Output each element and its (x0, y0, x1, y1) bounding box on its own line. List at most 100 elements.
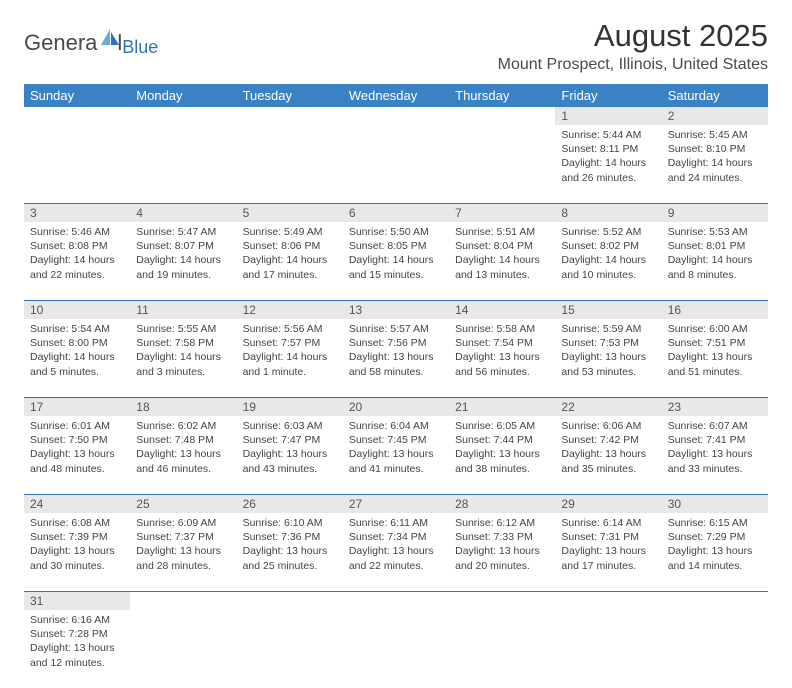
day-header: Saturday (662, 84, 768, 107)
day-content: Sunrise: 5:52 AMSunset: 8:02 PMDaylight:… (555, 222, 661, 288)
week-content-row: Sunrise: 6:16 AMSunset: 7:28 PMDaylight:… (24, 610, 768, 688)
day-number (237, 591, 343, 610)
day-number-cell (237, 591, 343, 610)
day-content-cell: Sunrise: 5:58 AMSunset: 7:54 PMDaylight:… (449, 319, 555, 397)
day-content: Sunrise: 5:58 AMSunset: 7:54 PMDaylight:… (449, 319, 555, 385)
logo-text-blue: Blue (122, 37, 158, 58)
day-content-cell: Sunrise: 5:45 AMSunset: 8:10 PMDaylight:… (662, 125, 768, 203)
day-content: Sunrise: 6:06 AMSunset: 7:42 PMDaylight:… (555, 416, 661, 482)
day-number: 5 (237, 203, 343, 222)
day-content: Sunrise: 6:10 AMSunset: 7:36 PMDaylight:… (237, 513, 343, 579)
day-number: 29 (555, 494, 661, 513)
day-header: Wednesday (343, 84, 449, 107)
day-content-cell: Sunrise: 6:01 AMSunset: 7:50 PMDaylight:… (24, 416, 130, 494)
day-number-cell (237, 107, 343, 125)
day-number: 7 (449, 203, 555, 222)
day-content: Sunrise: 5:45 AMSunset: 8:10 PMDaylight:… (662, 125, 768, 191)
day-number: 25 (130, 494, 236, 513)
day-content-cell: Sunrise: 5:50 AMSunset: 8:05 PMDaylight:… (343, 222, 449, 300)
day-number-cell: 11 (130, 300, 236, 319)
day-header: Sunday (24, 84, 130, 107)
day-content-cell (130, 125, 236, 203)
day-number-cell: 21 (449, 397, 555, 416)
day-content-cell: Sunrise: 6:09 AMSunset: 7:37 PMDaylight:… (130, 513, 236, 591)
day-number-cell (555, 591, 661, 610)
day-content-cell: Sunrise: 5:56 AMSunset: 7:57 PMDaylight:… (237, 319, 343, 397)
day-number-cell (449, 107, 555, 125)
week-content-row: Sunrise: 6:01 AMSunset: 7:50 PMDaylight:… (24, 416, 768, 494)
day-content: Sunrise: 6:01 AMSunset: 7:50 PMDaylight:… (24, 416, 130, 482)
day-content: Sunrise: 6:04 AMSunset: 7:45 PMDaylight:… (343, 416, 449, 482)
day-content-cell: Sunrise: 6:06 AMSunset: 7:42 PMDaylight:… (555, 416, 661, 494)
day-content: Sunrise: 5:51 AMSunset: 8:04 PMDaylight:… (449, 222, 555, 288)
day-content: Sunrise: 5:50 AMSunset: 8:05 PMDaylight:… (343, 222, 449, 288)
day-number: 18 (130, 397, 236, 416)
day-number-cell: 5 (237, 203, 343, 222)
day-content-cell: Sunrise: 6:03 AMSunset: 7:47 PMDaylight:… (237, 416, 343, 494)
day-number: 23 (662, 397, 768, 416)
day-content: Sunrise: 5:56 AMSunset: 7:57 PMDaylight:… (237, 319, 343, 385)
day-number-cell (343, 591, 449, 610)
day-content: Sunrise: 5:57 AMSunset: 7:56 PMDaylight:… (343, 319, 449, 385)
calendar-table: Sunday Monday Tuesday Wednesday Thursday… (24, 84, 768, 688)
day-number-cell: 3 (24, 203, 130, 222)
day-number-cell (449, 591, 555, 610)
day-header-row: Sunday Monday Tuesday Wednesday Thursday… (24, 84, 768, 107)
day-number: 21 (449, 397, 555, 416)
day-content-cell: Sunrise: 6:11 AMSunset: 7:34 PMDaylight:… (343, 513, 449, 591)
day-number-cell (130, 107, 236, 125)
day-content-cell: Sunrise: 6:00 AMSunset: 7:51 PMDaylight:… (662, 319, 768, 397)
day-content: Sunrise: 6:09 AMSunset: 7:37 PMDaylight:… (130, 513, 236, 579)
day-number-cell: 6 (343, 203, 449, 222)
day-number-cell: 1 (555, 107, 661, 125)
week-daynum-row: 12 (24, 107, 768, 125)
day-content-cell: Sunrise: 6:04 AMSunset: 7:45 PMDaylight:… (343, 416, 449, 494)
day-number: 2 (662, 107, 768, 125)
day-number: 10 (24, 300, 130, 319)
day-number: 19 (237, 397, 343, 416)
week-content-row: Sunrise: 5:46 AMSunset: 8:08 PMDaylight:… (24, 222, 768, 300)
day-number-cell: 20 (343, 397, 449, 416)
day-number-cell: 2 (662, 107, 768, 125)
day-number-cell: 7 (449, 203, 555, 222)
day-number-cell: 13 (343, 300, 449, 319)
day-content-cell (237, 125, 343, 203)
day-content: Sunrise: 6:07 AMSunset: 7:41 PMDaylight:… (662, 416, 768, 482)
day-content-cell: Sunrise: 6:16 AMSunset: 7:28 PMDaylight:… (24, 610, 130, 688)
week-daynum-row: 3456789 (24, 203, 768, 222)
day-content-cell (449, 610, 555, 688)
day-content-cell (130, 610, 236, 688)
day-content: Sunrise: 5:55 AMSunset: 7:58 PMDaylight:… (130, 319, 236, 385)
day-number: 20 (343, 397, 449, 416)
day-content-cell: Sunrise: 5:54 AMSunset: 8:00 PMDaylight:… (24, 319, 130, 397)
day-content-cell: Sunrise: 6:05 AMSunset: 7:44 PMDaylight:… (449, 416, 555, 494)
day-content-cell (449, 125, 555, 203)
day-number: 3 (24, 203, 130, 222)
day-number: 30 (662, 494, 768, 513)
week-daynum-row: 24252627282930 (24, 494, 768, 513)
day-content-cell: Sunrise: 6:10 AMSunset: 7:36 PMDaylight:… (237, 513, 343, 591)
day-content-cell: Sunrise: 6:14 AMSunset: 7:31 PMDaylight:… (555, 513, 661, 591)
day-content: Sunrise: 5:49 AMSunset: 8:06 PMDaylight:… (237, 222, 343, 288)
day-number: 13 (343, 300, 449, 319)
day-number-cell: 17 (24, 397, 130, 416)
day-content: Sunrise: 5:46 AMSunset: 8:08 PMDaylight:… (24, 222, 130, 288)
day-content: Sunrise: 5:47 AMSunset: 8:07 PMDaylight:… (130, 222, 236, 288)
day-number: 4 (130, 203, 236, 222)
logo: Genera l Blue (24, 30, 160, 56)
day-number (343, 591, 449, 610)
day-number: 6 (343, 203, 449, 222)
day-content: Sunrise: 6:03 AMSunset: 7:47 PMDaylight:… (237, 416, 343, 482)
day-number-cell (662, 591, 768, 610)
day-number-cell: 14 (449, 300, 555, 319)
day-header: Tuesday (237, 84, 343, 107)
day-number-cell: 29 (555, 494, 661, 513)
day-number-cell: 8 (555, 203, 661, 222)
week-daynum-row: 31 (24, 591, 768, 610)
day-content-cell: Sunrise: 5:51 AMSunset: 8:04 PMDaylight:… (449, 222, 555, 300)
day-number-cell: 22 (555, 397, 661, 416)
day-content: Sunrise: 6:12 AMSunset: 7:33 PMDaylight:… (449, 513, 555, 579)
day-content: Sunrise: 5:59 AMSunset: 7:53 PMDaylight:… (555, 319, 661, 385)
day-content-cell: Sunrise: 5:53 AMSunset: 8:01 PMDaylight:… (662, 222, 768, 300)
day-number: 22 (555, 397, 661, 416)
